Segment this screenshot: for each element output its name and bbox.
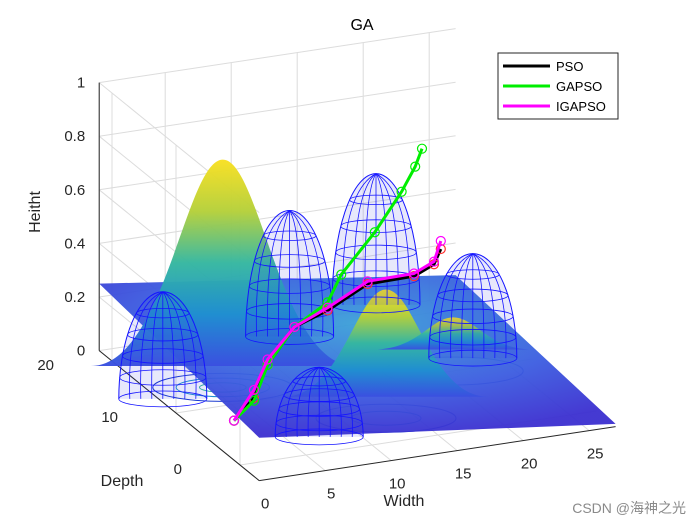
series-point-pso xyxy=(408,271,420,282)
watermark: CSDN @海神之光 xyxy=(572,500,686,516)
series-point-igapso xyxy=(408,268,420,279)
series-point-igapso xyxy=(289,321,300,333)
obstacle-dome xyxy=(274,366,364,446)
y-axis-label: Depth xyxy=(101,473,144,490)
dome-meridian xyxy=(353,173,377,305)
legend-label-gapso: GAPSO xyxy=(556,79,602,94)
z-tick-label: 0.4 xyxy=(64,235,85,252)
z-tick-label: 1 xyxy=(77,75,85,92)
series-point-igapso xyxy=(248,384,260,396)
dome-meridian xyxy=(318,366,331,437)
x-axis-line xyxy=(259,426,616,482)
series-point-igapso xyxy=(322,302,333,313)
dome-meridian xyxy=(285,366,320,437)
dome-meridian xyxy=(472,253,496,359)
path-series xyxy=(228,143,446,426)
x-tick-label: 5 xyxy=(327,486,335,503)
series-line-igapso xyxy=(232,240,443,422)
x-tick-label: 20 xyxy=(521,456,538,473)
z-tick-label: 0.8 xyxy=(64,128,85,145)
dome-meridian xyxy=(162,291,197,399)
legend: PSO GAPSO IGAPSO xyxy=(497,52,619,120)
series-point-gapso xyxy=(410,161,421,172)
z-tick-label: 0.6 xyxy=(64,182,85,199)
dome-meridian xyxy=(375,173,399,305)
dome-meridian xyxy=(461,253,474,359)
z-tick-label: 0.2 xyxy=(64,289,85,306)
dome-meridian xyxy=(289,210,302,337)
dome-meridian xyxy=(472,253,507,359)
x-tick-label: 10 xyxy=(389,476,406,493)
obstacle-domes xyxy=(118,173,518,446)
y-tick-label: 10 xyxy=(101,409,118,426)
surface-peak xyxy=(283,289,489,397)
dome-meridian xyxy=(319,366,353,437)
obstacle-dome xyxy=(428,253,518,367)
dome-meridian xyxy=(151,291,164,399)
series-point-gapso xyxy=(248,395,260,406)
series-point-gapso xyxy=(369,227,380,238)
dome-meridian xyxy=(450,253,474,359)
dome-meridian xyxy=(255,210,290,337)
dome-meridian xyxy=(162,291,175,399)
series-line-gapso xyxy=(232,148,424,422)
obstacle-dome xyxy=(245,210,335,345)
x-tick-label: 0 xyxy=(261,496,269,513)
series-point-igapso xyxy=(428,256,440,267)
series-point-igapso xyxy=(228,415,240,426)
dome-meridian xyxy=(439,253,473,359)
surface-peak xyxy=(90,159,355,366)
series-point-gapso xyxy=(416,143,428,154)
z-tick-label: 0 xyxy=(77,343,85,360)
surface xyxy=(90,159,616,438)
dome-meridian xyxy=(342,173,377,305)
dome-meridian xyxy=(296,366,320,437)
dome-meridian xyxy=(319,366,342,437)
y-axis-line xyxy=(98,350,260,481)
gridline-back-wall xyxy=(99,28,456,84)
series-point-gapso xyxy=(396,186,407,197)
surface-peak xyxy=(373,317,534,350)
series-point-igapso xyxy=(262,354,273,365)
legend-label-pso: PSO xyxy=(556,59,583,74)
legend-label-igapso: IGAPSO xyxy=(556,99,606,114)
x-tick-label: 25 xyxy=(587,446,604,463)
z-axis-label: Heitht xyxy=(27,191,44,233)
dome-meridian xyxy=(278,210,290,337)
gridline-back-wall xyxy=(99,135,456,191)
obstacle-dome xyxy=(331,173,421,314)
y-tick-label: 0 xyxy=(174,461,182,478)
y-tick-label: 20 xyxy=(37,357,54,374)
dome-meridian xyxy=(267,210,290,337)
x-tick-label: 15 xyxy=(455,466,472,483)
chart-title: GA xyxy=(350,17,373,34)
dome-meridian xyxy=(307,366,320,437)
dome-meridian xyxy=(129,291,163,399)
dome-meridian xyxy=(140,291,164,399)
series-point-gapso xyxy=(336,269,347,280)
series-point-igapso xyxy=(362,276,373,287)
series-point-igapso xyxy=(435,235,446,247)
obstacle-dome xyxy=(118,291,208,408)
gridline-back-wall xyxy=(99,81,456,137)
dome-meridian xyxy=(375,173,410,305)
x-axis-label: Width xyxy=(384,493,425,510)
dome-meridian xyxy=(472,253,485,359)
dome-meridian xyxy=(162,291,186,399)
